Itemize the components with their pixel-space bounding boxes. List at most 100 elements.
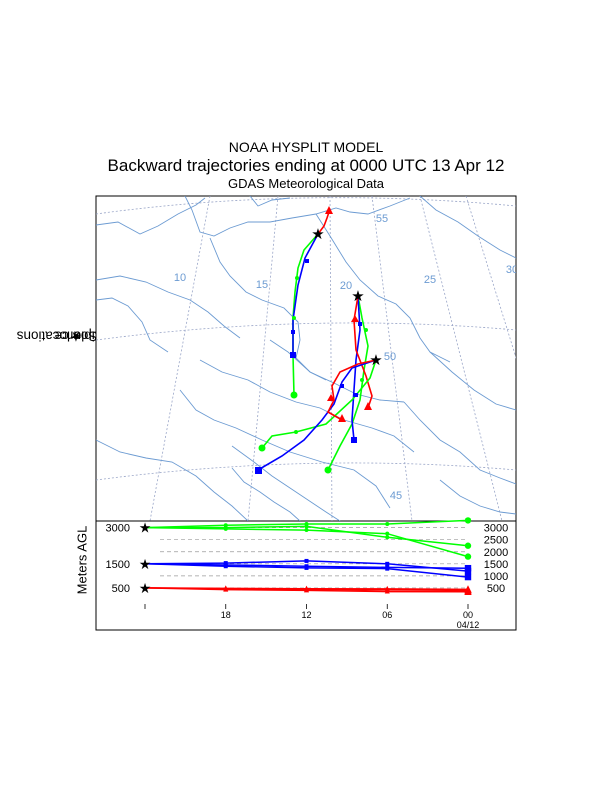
map-graticule	[96, 196, 516, 521]
source-star-icon: ★	[351, 288, 364, 305]
chart-title: Backward trajectories ending at 0000 UTC…	[107, 156, 505, 175]
height-marker-red	[223, 585, 229, 591]
map-lon-label: 30	[506, 264, 518, 276]
map-lon-label: 20	[340, 280, 352, 292]
map-marker-red	[325, 206, 333, 214]
border-by	[419, 196, 516, 259]
coastline-adriatic-east	[231, 445, 341, 521]
data-source-title: GDAS Meteorological Data	[227, 176, 385, 191]
map-marker-blue	[291, 330, 295, 334]
graticule-lat-line	[96, 462, 516, 481]
height-marker-green	[304, 528, 309, 533]
map-marker-green	[258, 444, 266, 452]
height-series: ★ ★ ★	[139, 517, 472, 596]
height-right-label: 3000	[484, 523, 508, 535]
border-ro	[403, 401, 516, 485]
height-marker-blue	[304, 558, 309, 563]
map-marker-green	[324, 466, 332, 474]
height-marker-green	[385, 522, 390, 527]
height-marker-blue	[385, 566, 390, 571]
height-marker-blue	[464, 564, 472, 572]
map-marker-blue	[358, 322, 362, 326]
height-start-star-icon: ★	[139, 520, 152, 536]
border-cz-sk	[269, 339, 405, 403]
map-marker-blue	[340, 384, 344, 388]
height-marker-blue	[223, 564, 228, 569]
height-marker-red	[304, 585, 309, 591]
map-frame	[95, 195, 517, 522]
height-start-label: 3000	[106, 523, 130, 535]
height-marker-red	[464, 585, 472, 593]
map-lat-label: 45	[390, 490, 402, 502]
source-star-icon: ★	[311, 226, 324, 243]
time-tick-label: 00	[463, 610, 473, 620]
time-tick-label: 06	[382, 610, 392, 620]
map-marker-blue	[255, 467, 262, 474]
map-lon-label: 15	[256, 279, 268, 291]
source-stars: ★ ★ ★	[311, 226, 382, 369]
coastline-baltic	[184, 196, 411, 237]
height-right-label: 1000	[484, 571, 508, 583]
border-west	[96, 297, 169, 353]
height-marker-green	[223, 526, 228, 531]
height-marker-green	[464, 517, 472, 524]
height-marker-blue	[385, 561, 390, 566]
source-star-icon: ★	[369, 352, 382, 369]
border-pl-east	[315, 213, 451, 363]
map-marker-blue	[290, 352, 296, 358]
map-lon-label: 10	[174, 272, 186, 284]
map-lat-label: 50	[384, 351, 396, 363]
height-marker-green	[304, 524, 309, 529]
coastline-north-sea	[96, 197, 206, 235]
coastline-black-sea	[439, 479, 516, 515]
graticule-lon-line	[371, 196, 413, 521]
map-trajectory-green	[327, 295, 369, 471]
map-marker-green	[294, 430, 298, 434]
height-marker-blue	[464, 573, 472, 581]
map-outlines	[96, 196, 516, 521]
height-marker-green	[385, 535, 390, 540]
coastline-denmark	[249, 196, 291, 207]
coastline-adriatic-west	[231, 467, 301, 521]
time-end-date: 04/12	[457, 620, 480, 630]
time-tick-label: 18	[221, 610, 231, 620]
map-marker-green	[295, 276, 299, 280]
graticule-lon-line	[149, 196, 211, 521]
map-trajectory-green	[261, 359, 377, 449]
height-marker-green	[464, 553, 472, 560]
map-lon-label: 25	[424, 274, 436, 286]
map-trajectory-red	[317, 211, 330, 235]
coastline-ligurian	[96, 439, 249, 521]
map-lat-label: 55	[376, 213, 388, 225]
height-marker-green	[464, 542, 472, 549]
height-right-label: 1500	[484, 559, 508, 571]
model-title: NOAA HYSPLIT MODEL	[228, 139, 384, 155]
map-marker-red	[351, 315, 359, 322]
border-ua	[429, 351, 516, 411]
graticule-lon-line	[465, 196, 516, 360]
border-de-pl	[209, 237, 327, 381]
map-markers	[255, 206, 372, 474]
map-marker-green	[290, 391, 298, 399]
height-start-label: 1500	[106, 559, 130, 571]
height-marker-red	[384, 585, 390, 591]
map-trajectory-red	[326, 359, 377, 421]
map-marker-blue	[305, 259, 309, 263]
height-marker-blue	[304, 565, 309, 570]
map-marker-green	[292, 316, 296, 320]
map-labels: 10 15 20 25 30 55 50 45	[174, 213, 518, 502]
height-right-label: 500	[487, 583, 505, 595]
map-marker-red	[327, 394, 335, 401]
height-right-label: 2000	[484, 547, 508, 559]
height-right-label: 2500	[484, 535, 508, 547]
height-start-star-icon: ★	[139, 556, 152, 572]
graticule-lat-line	[96, 322, 516, 341]
map-marker-green	[360, 378, 364, 382]
height-marker-green	[385, 531, 390, 536]
height-start-star-icon: ★	[139, 580, 152, 596]
border-fr-de	[96, 275, 241, 339]
time-tick-label: 12	[301, 610, 311, 620]
